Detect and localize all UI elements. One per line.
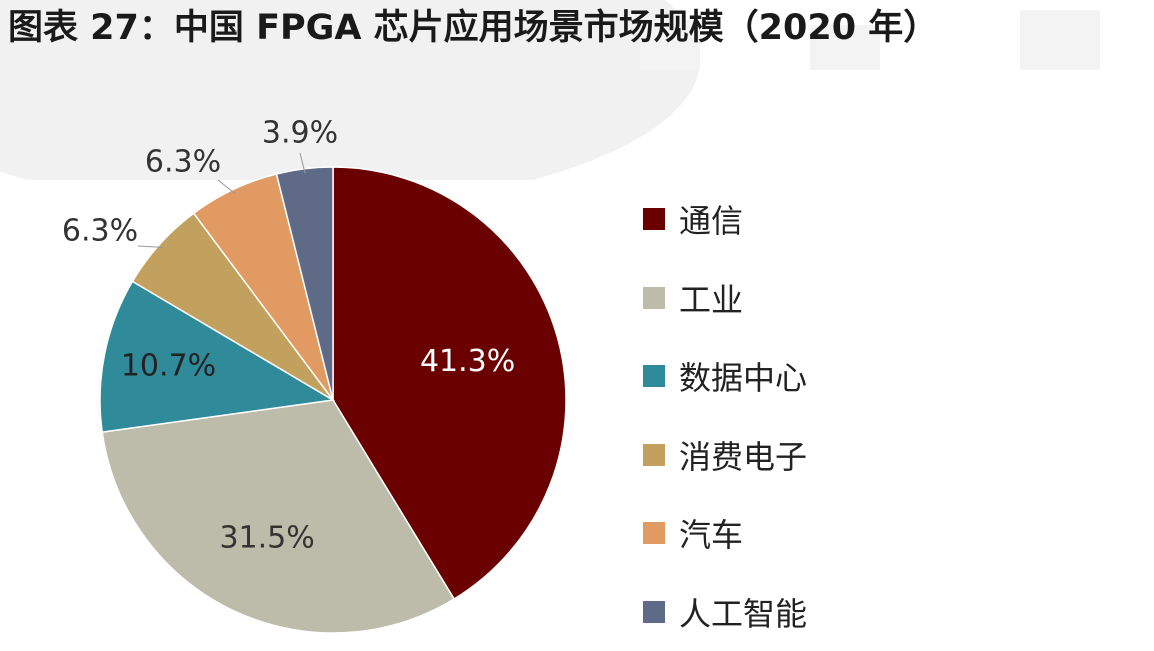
legend-label: 数据中心 [679, 353, 807, 399]
slice-label-consumer-electronics: 6.3% [62, 214, 138, 249]
legend-swatch [643, 522, 665, 544]
legend-swatch [643, 208, 665, 230]
slice-label-communication: 41.3% [420, 344, 515, 379]
legend-swatch [643, 444, 665, 466]
slice-label-ai: 3.9% [262, 116, 338, 151]
legend-item-automotive: 汽车 [643, 494, 903, 573]
legend-item-communication: 通信 [643, 180, 903, 259]
legend: 通信 工业 数据中心 消费电子 汽车 人工智能 [643, 180, 903, 651]
legend-swatch [643, 287, 665, 309]
legend-label: 通信 [679, 196, 743, 242]
legend-item-industrial: 工业 [643, 259, 903, 338]
legend-item-ai: 人工智能 [643, 573, 903, 651]
legend-label: 消费电子 [679, 432, 807, 478]
slice-label-automotive: 6.3% [145, 145, 221, 180]
legend-label: 工业 [679, 275, 743, 321]
pie-slices [100, 167, 566, 633]
legend-label: 人工智能 [679, 589, 807, 635]
leader-line-automotive [218, 180, 235, 194]
legend-label: 汽车 [679, 510, 743, 556]
legend-swatch [643, 365, 665, 387]
slice-label-data-center: 10.7% [121, 349, 216, 384]
legend-item-data-center: 数据中心 [643, 337, 903, 416]
slice-label-industrial: 31.5% [219, 520, 314, 555]
legend-item-consumer-electronics: 消费电子 [643, 416, 903, 495]
legend-swatch [643, 601, 665, 623]
